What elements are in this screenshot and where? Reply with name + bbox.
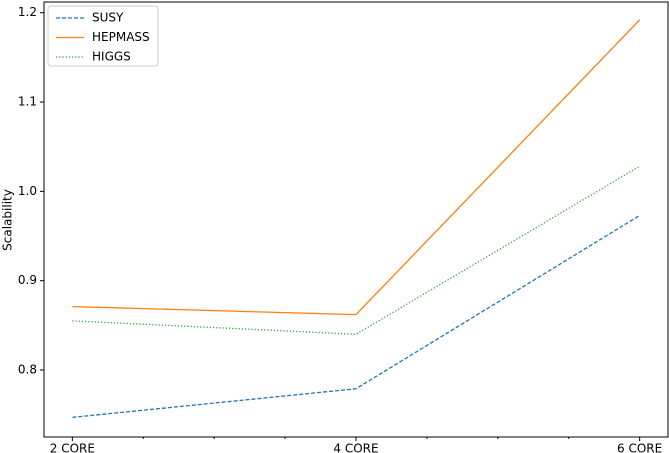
y-axis-label: Scalability [1,189,15,251]
legend-label: SUSY [92,11,124,25]
series-line [72,214,640,418]
y-tick-label: 1.2 [18,5,37,19]
x-tick-label: 4 CORE [333,442,378,453]
y-tick-label: 0.8 [18,363,37,377]
y-tick-label: 1.1 [18,95,37,109]
legend-box [47,5,159,67]
y-tick-label: 0.9 [18,273,37,287]
legend-label: HEPMASS [92,30,150,44]
legend-label: HIGGS [92,50,131,64]
y-tick-label: 1.0 [18,184,37,198]
x-tick-label: 6 CORE [617,442,662,453]
plot-frame [43,1,669,438]
x-tick-label: 2 CORE [50,442,95,453]
series-line [72,19,641,316]
